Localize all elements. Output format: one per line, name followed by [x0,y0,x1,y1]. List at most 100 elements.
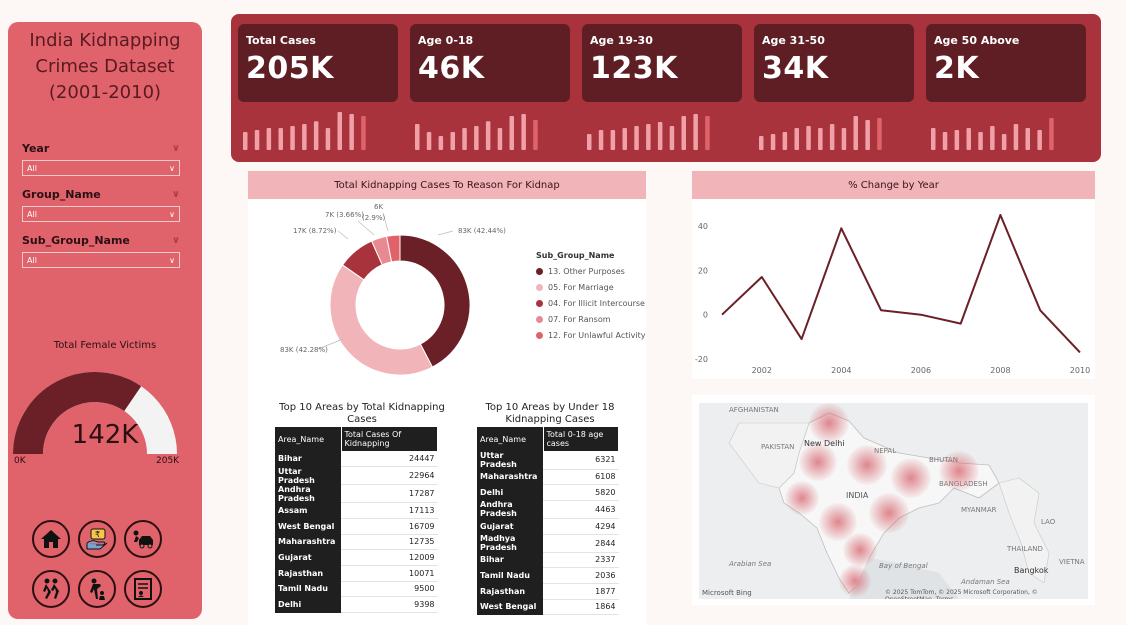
spark-bar [325,128,331,150]
table-row[interactable]: Andhra Pradesh 4463 [477,500,619,519]
kpi-label: Age 31-50 [762,34,825,47]
vehicle-page-button[interactable] [124,520,162,558]
chevron-down-icon[interactable]: ∨ [171,235,180,246]
spark-bar [770,134,776,150]
reason-donut-chart[interactable]: 83K (42.44%) 83K (42.28%) 17K (8.72%) 7K (3… [248,199,646,389]
table-row[interactable]: Uttar Pradesh 6321 [477,451,619,470]
table-row[interactable]: Gujarat 4294 [477,518,619,535]
ransom-page-button[interactable]: ₹ [78,520,116,558]
area-name-cell: Rajasthan [275,565,341,582]
legend-item[interactable]: 13. Other Purposes [536,267,645,276]
spark-bar [610,130,616,150]
heat-spot[interactable] [891,458,931,498]
legend-dot [536,316,543,323]
data-point[interactable] [839,226,844,231]
spark-bar [806,126,811,150]
data-point[interactable] [759,275,764,280]
data-point[interactable] [998,213,1003,218]
kpi-total-cases: Total Cases 205K [238,24,398,102]
data-point[interactable] [1078,350,1083,355]
change-line[interactable] [721,214,1081,354]
kpi-age-19-30: Age 19-30 123K [582,24,742,102]
abduction-page-button[interactable] [32,570,70,608]
table-u18-title: Top 10 Areas by Under 18 Kidnapping Case… [485,402,615,425]
table-row[interactable]: Tamil Nadu 2036 [477,567,619,584]
chevron-down-icon[interactable]: ∨ [171,189,180,200]
value-cell: 22964 [341,466,438,486]
table-row[interactable]: Assam 17113 [275,502,438,519]
group-name-dropdown[interactable]: All ∨ [22,206,180,222]
table-row[interactable]: Bihar 2337 [477,552,619,569]
column-header[interactable]: Area_Name [275,427,342,451]
kpi-strip: Total Cases 205K Age 0-18 46K Age 19-30 … [231,14,1101,162]
sub-group-name-dropdown[interactable]: All ∨ [22,252,180,268]
donut-data-label: 17K (8.72%) [293,227,337,235]
heat-spot[interactable] [843,533,877,567]
heat-spot[interactable] [785,481,819,515]
spark-bar [462,128,467,150]
table-row[interactable]: Rajasthan 1877 [477,583,619,600]
table-row[interactable]: West Bengal 16709 [275,518,438,535]
table-row[interactable]: Maharashtra 12735 [275,534,438,551]
data-point[interactable] [918,312,923,317]
legend-item[interactable]: 05. For Marriage [536,283,645,292]
donut-slice[interactable] [399,234,471,368]
rescue-page-button[interactable] [78,570,116,608]
value-cell: 1864 [543,599,619,616]
heat-spot[interactable] [799,443,837,481]
table-row[interactable]: Gujarat 12009 [275,549,438,566]
data-point[interactable] [879,308,884,313]
heat-spot[interactable] [939,451,979,491]
legend-item[interactable]: 07. For Ransom [536,315,645,324]
column-header[interactable]: Total Cases Of Kidnapping [341,427,438,451]
data-point[interactable] [799,337,804,342]
table-row[interactable]: Andhra Pradesh 17287 [275,484,438,504]
value-cell: 9500 [341,581,438,598]
table-row[interactable]: Delhi 9398 [275,596,438,613]
chevron-down-icon[interactable]: ∨ [171,143,180,154]
table-row[interactable]: West Bengal 1864 [477,599,619,616]
home-button[interactable] [32,520,70,558]
year-dropdown[interactable]: All ∨ [22,160,180,176]
value-cell: 9398 [341,596,438,613]
home-icon [41,530,61,548]
table-row[interactable]: Uttar Pradesh 22964 [275,466,438,486]
legend-item[interactable]: 04. For Illicit Intercourse [536,299,645,308]
area-name-cell: Gujarat [477,518,543,535]
map-attribution[interactable]: © 2025 TomTom, © 2025 Microsoft Corporat… [885,589,1038,599]
data-point[interactable] [1038,308,1043,313]
column-header[interactable]: Area_Name [477,427,544,451]
spark-bar [438,136,444,150]
map-label: NEPAL [874,447,897,455]
heat-spot[interactable] [847,445,887,485]
heat-spot[interactable] [839,565,871,597]
table-row[interactable]: Rajasthan 10071 [275,565,438,582]
donut-slice[interactable] [386,234,401,263]
data-point[interactable] [958,321,963,326]
spark-bar [313,121,319,150]
table-row[interactable]: Maharashtra 6108 [477,469,619,486]
column-header[interactable]: Total 0-18 age cases [543,427,619,451]
heat-spot[interactable] [869,493,909,533]
spark-bar [485,121,491,150]
india-map[interactable]: AFGHANISTAN PAKISTAN New Delhi NEPAL BHU… [699,403,1088,599]
spark-bar [1001,134,1007,150]
table-row[interactable]: Delhi 5820 [477,484,619,501]
heat-spot[interactable] [809,403,849,443]
percent-change-line-chart[interactable]: 40 20 0 -20 2002 2004 2006 2008 2010 [692,199,1095,379]
spark-bar [1025,128,1030,150]
spark-bar [426,132,432,150]
data-point[interactable] [720,312,725,317]
table-row[interactable]: Bihar 24447 [275,451,438,468]
dashboard-title: India Kidnapping Crimes Dataset (2001-20… [29,30,181,103]
kpi-label: Age 19-30 [590,34,653,47]
area-name-cell: Madhya Pradesh [477,534,543,553]
chevron-down-icon: ∨ [169,209,175,219]
donut-slice[interactable] [329,264,434,376]
table-row[interactable]: Madhya Pradesh 2844 [477,534,619,553]
spark-bar [533,120,538,150]
area-name-cell: Gujarat [275,549,341,566]
report-page-button[interactable] [124,570,162,608]
legend-item[interactable]: 12. For Unlawful Activity [536,331,645,340]
table-row[interactable]: Tamil Nadu 9500 [275,581,438,598]
